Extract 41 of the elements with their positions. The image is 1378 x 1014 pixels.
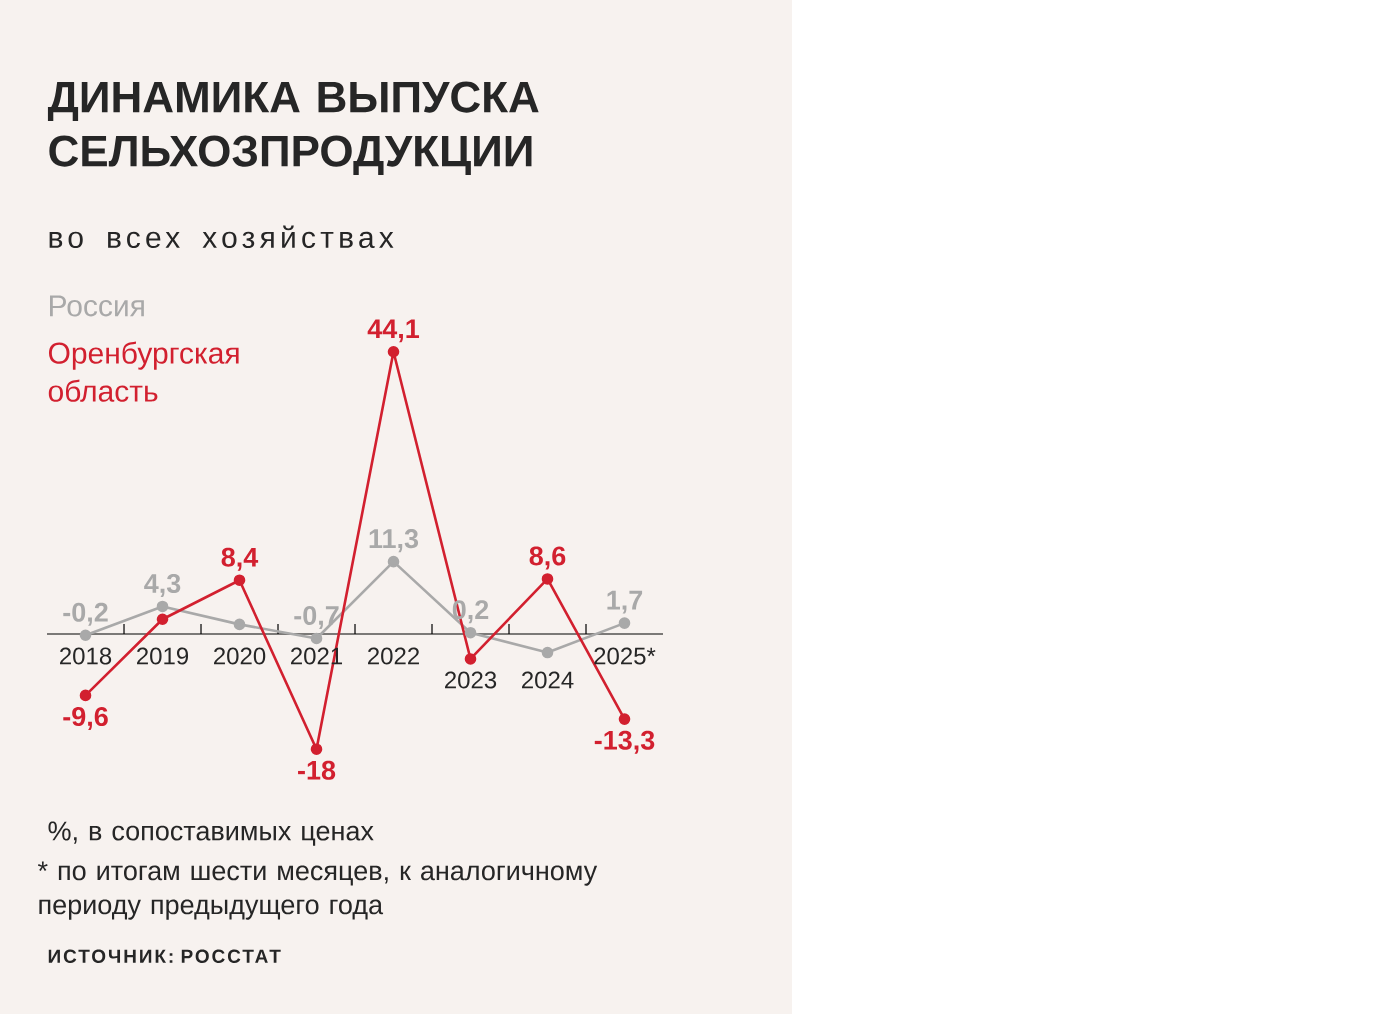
point [387,345,400,358]
point [233,618,246,631]
x-tick-label: 2019 [137,647,189,665]
x-tick-label: 2018 [60,647,112,665]
point [618,617,631,629]
data-label: -13,3 [594,730,655,754]
data-label: -18 [298,760,336,780]
point [79,689,92,702]
point [541,573,554,585]
data-label: 1,7 [607,590,643,614]
text: * по итогам шести месяцев, к аналогичному периоду предыдущего года [37,861,598,920]
data-label: -0,2 [63,602,108,626]
point [541,646,554,659]
x-tick-label: 2023 [445,671,497,689]
data-label: 44,1 [367,319,420,343]
point [310,743,323,755]
point [79,629,92,642]
text: Россия [50,295,144,317]
data-label: -0,7 [294,605,339,629]
text: Оренбургская область [48,341,239,402]
data-label: 4,3 [144,573,181,597]
point [156,613,169,626]
chart-title: ДИНАМИКА ВЫПУСКА СЕЛЬХОЗПРОДУКЦИИ [47,81,539,176]
point [618,713,631,725]
x-tick-label: 2025* [594,647,656,665]
chart-subtitle: во всех хозяйствах [49,225,394,249]
point [156,600,169,613]
data-label: -9,6 [63,706,108,730]
x-tick-label: 2024 [522,671,574,689]
x-tick-label: 2020 [214,647,266,665]
text: ИСТОЧНИК: РОССТАТ [48,949,281,963]
point [233,574,246,587]
data-label: 8,4 [221,547,259,571]
text: %, в сопоставимых ценах [48,821,374,846]
x-tick-label: 2022 [368,647,419,665]
point [310,632,323,645]
point [464,653,477,665]
point [464,626,477,639]
point [387,555,400,568]
data-label: 8,6 [529,546,566,570]
data-label: 11,3 [369,529,419,553]
